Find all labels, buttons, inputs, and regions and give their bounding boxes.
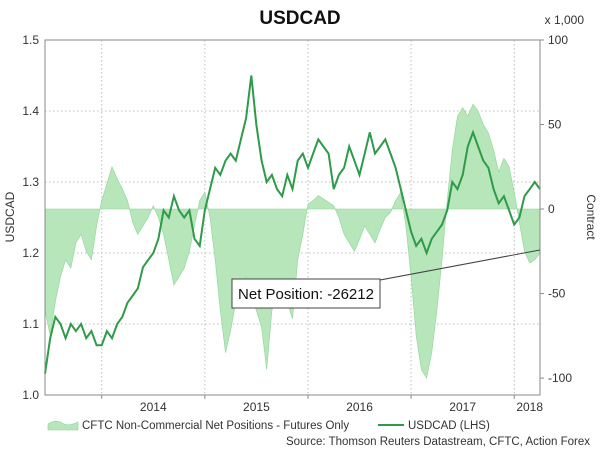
- left-axis-label: USDCAD: [3, 191, 17, 242]
- x-tick-label: 2017: [449, 400, 476, 414]
- x-tick-label: 2014: [140, 400, 167, 414]
- legend-area-label: CFTC Non-Commercial Net Positions - Futu…: [82, 420, 349, 432]
- left-tick-label: 1.4: [22, 104, 39, 118]
- right-tick-label: 50: [548, 118, 562, 132]
- left-tick-label: 1.2: [22, 246, 39, 260]
- annotation-text: Net Position: -26212: [238, 286, 374, 303]
- x-tick-label: 2016: [346, 400, 373, 414]
- left-tick-label: 1.0: [22, 388, 39, 402]
- left-tick-label: 1.5: [22, 33, 39, 47]
- annotation-box: [231, 278, 381, 309]
- net-positions-area: [44, 103, 541, 379]
- legend-line-label: USDCAD (LHS): [408, 420, 490, 432]
- legend-area-swatch: [47, 420, 79, 431]
- right-axis-unit: x 1,000: [545, 13, 585, 27]
- right-tick-label: 100: [548, 33, 568, 47]
- right-tick-label: 0: [548, 202, 555, 216]
- annotation-leader: [379, 249, 541, 281]
- x-axis-ticks: 2014 2015 2016 2017 2018: [101, 395, 543, 414]
- left-tick-label: 1.3: [22, 175, 39, 189]
- annotation: Net Position: -26212: [231, 249, 541, 309]
- right-tick-label: -50: [548, 287, 566, 301]
- left-tick-label: 1.1: [22, 317, 39, 331]
- right-axis-ticks: -100 -50 0 50 100: [540, 33, 572, 385]
- legend: CFTC Non-Commercial Net Positions - Futu…: [47, 420, 490, 432]
- plot-frame: [44, 39, 541, 396]
- x-tick-label: 2018: [516, 400, 543, 414]
- x-tick-label: 2015: [243, 400, 270, 414]
- usdcad-line: [44, 75, 541, 374]
- right-tick-label: -100: [548, 371, 572, 385]
- chart-title: USDCAD: [259, 8, 340, 29]
- source-note: Source: Thomson Reuters Datastream, CFTC…: [286, 436, 590, 448]
- right-axis-label: Contract: [584, 194, 598, 240]
- left-axis-ticks: 1.0 1.1 1.2 1.3 1.4 1.5: [22, 33, 39, 402]
